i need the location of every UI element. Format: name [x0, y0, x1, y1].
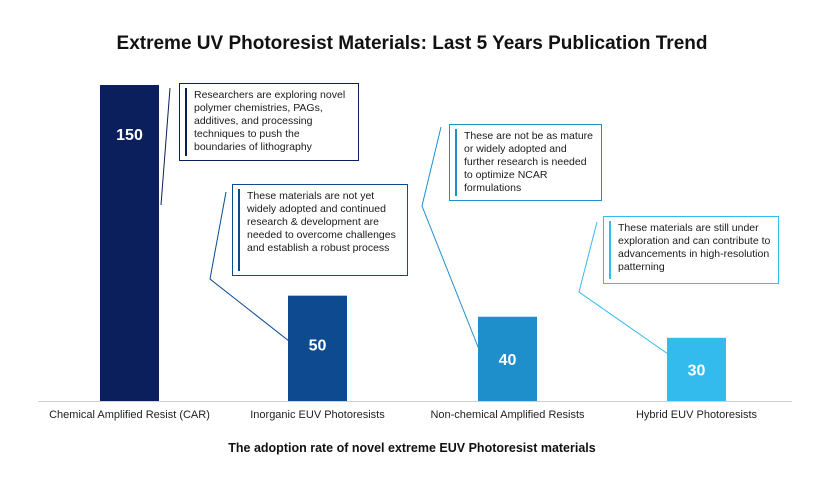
- annotation-accent-1: [185, 88, 187, 156]
- annotation-leader-1: [160, 87, 171, 206]
- annotation-accent-4: [609, 221, 611, 279]
- data-label-4: 30: [688, 362, 706, 379]
- annotation-text-2: These materials are not yet widely adopt…: [247, 190, 396, 254]
- annotation-leader-4: [578, 221, 679, 362]
- x-tick-label-2: Inorganic EUV Photoresists: [250, 409, 385, 421]
- annotation-box-4: These materials are still under explorat…: [603, 216, 779, 284]
- x-tick-label-3: Non-chemical Amplified Resists: [430, 409, 585, 421]
- data-label-2: 50: [309, 338, 327, 355]
- data-label-3: 40: [499, 352, 517, 369]
- annotation-accent-3: [455, 129, 457, 196]
- annotation-leader-2: [209, 191, 309, 357]
- annotation-box-2: These materials are not yet widely adopt…: [232, 184, 408, 276]
- x-tick-label-4: Hybrid EUV Photoresists: [636, 409, 758, 421]
- bar-3: [478, 316, 537, 401]
- x-axis-title: The adoption rate of novel extreme EUV P…: [228, 441, 596, 455]
- bar-1: [100, 85, 159, 401]
- bar-4: [667, 337, 726, 401]
- x-tick-label-1: Chemical Amplified Resist (CAR): [49, 409, 210, 421]
- annotation-box-1: Researchers are exploring novel polymer …: [179, 83, 359, 161]
- annotation-accent-2: [238, 189, 240, 271]
- data-label-1: 150: [116, 127, 143, 144]
- chart-title: Extreme UV Photoresist Materials: Last 5…: [116, 33, 708, 54]
- annotation-text-1: Researchers are exploring novel polymer …: [194, 89, 346, 153]
- annotation-text-3: These are not be as mature or widely ado…: [464, 130, 593, 194]
- annotation-text-4: These materials are still under explorat…: [618, 222, 771, 273]
- annotation-leader-3: [421, 126, 489, 373]
- annotation-box-3: These are not be as mature or widely ado…: [449, 124, 602, 201]
